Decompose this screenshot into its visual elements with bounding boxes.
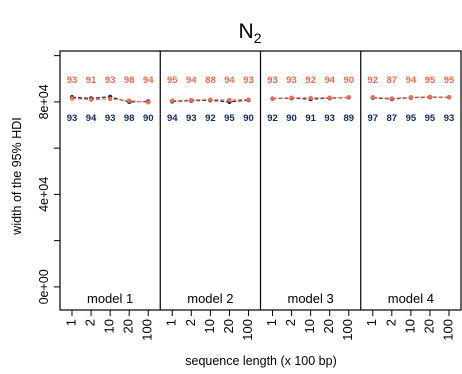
panel-label: model 2 — [187, 291, 233, 306]
series-b-data-label: 93 — [105, 113, 116, 124]
series-b-data-label: 89 — [343, 113, 354, 124]
series-a-point — [408, 95, 414, 100]
panel-label: model 3 — [288, 291, 334, 306]
x-tick-label: 10 — [202, 319, 217, 333]
series-b-data-label: 94 — [167, 113, 178, 124]
series-b-data-label: 92 — [267, 113, 278, 124]
series-a-data-label: 90 — [343, 75, 354, 86]
series-a-data-label: 94 — [143, 75, 154, 86]
x-tick-label: 20 — [121, 319, 136, 333]
series-a-data-label: 93 — [267, 75, 278, 86]
series-b-data-label: 93 — [444, 113, 455, 124]
series-a-point — [346, 95, 351, 100]
series-a-data-label: 92 — [305, 75, 316, 86]
y-tick-label: 0e+00 — [37, 269, 51, 304]
series-b-data-label: 97 — [367, 113, 378, 124]
x-tick-label: 1 — [164, 319, 179, 326]
x-tick-label: 1 — [364, 319, 379, 326]
y-axis-label: width of the 95% HDI — [10, 117, 24, 235]
x-axis-label: sequence length (x 100 bp) — [185, 354, 337, 368]
series-a-point — [69, 96, 75, 101]
x-tick-label: 100 — [440, 319, 455, 341]
series-a-point — [308, 95, 313, 101]
series-a-data-label: 88 — [205, 75, 216, 86]
series-b-data-label: 90 — [143, 113, 154, 124]
x-tick-label: 10 — [302, 319, 317, 333]
y-tick-label: 4e+04 — [37, 177, 51, 212]
series-a-data-label: 95 — [444, 75, 455, 86]
series-a-data-label: 98 — [124, 75, 135, 86]
series-b-data-label: 93 — [67, 113, 78, 124]
x-tick-label: 2 — [383, 319, 398, 326]
series-a-data-label: 94 — [406, 75, 417, 86]
series-a-data-label: 94 — [224, 75, 235, 86]
series-b-data-label: 91 — [305, 113, 316, 124]
x-tick-label: 100 — [340, 319, 355, 341]
panel-label: model 4 — [388, 291, 434, 306]
series-a-point — [427, 94, 433, 99]
series-a-point — [146, 100, 151, 105]
series-a-data-label: 87 — [387, 75, 398, 86]
x-tick-label: 100 — [240, 319, 255, 341]
series-b-data-label: 95 — [406, 113, 417, 124]
x-tick-label: 10 — [402, 319, 417, 333]
series-b-data-label: 94 — [86, 113, 97, 124]
series-b-data-label: 95 — [224, 113, 235, 124]
series-b-data-label: 90 — [243, 113, 254, 124]
series-a-point — [88, 97, 94, 102]
series-a-data-label: 93 — [286, 75, 297, 86]
x-tick-label: 20 — [221, 319, 236, 333]
series-a-point — [107, 96, 113, 102]
series-a-data-label: 94 — [186, 75, 197, 86]
series-a-data-label: 95 — [167, 75, 178, 86]
series-a-point — [126, 98, 132, 103]
series-a-point — [208, 97, 213, 102]
x-tick-label: 1 — [264, 319, 279, 326]
series-a-point — [189, 97, 194, 103]
x-tick-label: 20 — [421, 319, 436, 333]
x-tick-label: 10 — [102, 319, 117, 333]
x-tick-label: 1 — [63, 319, 78, 326]
x-tick-label: 20 — [321, 319, 336, 333]
series-a-data-label: 93 — [67, 75, 78, 86]
series-a-data-label: 94 — [324, 75, 335, 86]
series-a-data-label: 92 — [367, 75, 378, 86]
series-b-data-label: 98 — [124, 113, 135, 124]
series-b-data-label: 93 — [324, 113, 335, 124]
x-tick-label: 2 — [183, 319, 198, 326]
series-a-data-label: 91 — [86, 75, 97, 86]
series-a-point — [389, 96, 395, 101]
y-axis: 0e+00 4e+04 8e+04 — [37, 55, 60, 304]
series-b-data-label: 93 — [186, 113, 197, 124]
series-a-point — [170, 98, 175, 103]
series-b-data-label: 87 — [387, 113, 398, 124]
panel: 1 2 10 20 100 model 3 93 93 92 94 90 92 90 91 93 89 — [259, 51, 355, 341]
series-a-data-label: 95 — [425, 75, 436, 86]
series-b-data-label: 92 — [205, 113, 216, 124]
chart-title: N2 — [239, 20, 262, 46]
series-a-data-label: 93 — [105, 75, 116, 86]
panel-label: model 1 — [87, 291, 133, 306]
series-a-point — [370, 95, 375, 100]
series-a-point — [227, 97, 232, 103]
y-tick-label: 8e+04 — [37, 84, 51, 119]
chart-title-subscript: 2 — [254, 30, 262, 46]
series-a-point — [446, 95, 452, 100]
x-tick-label: 2 — [83, 319, 98, 326]
panel: 1 2 10 20 100 model 1 93 91 93 98 94 93 94 93 98 90 — [63, 75, 154, 341]
series-a-point — [289, 95, 294, 100]
series-b-data-label: 90 — [286, 113, 297, 124]
series-a-point — [246, 97, 251, 102]
panel: 1 2 10 20 100 model 4 92 87 94 95 95 97 87 95 95 93 — [360, 51, 455, 341]
series-a-data-label: 93 — [243, 75, 254, 86]
plot-frame — [59, 50, 462, 311]
x-tick-label: 2 — [283, 319, 298, 326]
series-b-data-label: 95 — [425, 113, 436, 124]
series-a-point — [270, 96, 275, 101]
series-a-point — [327, 95, 332, 100]
x-tick-label: 100 — [140, 319, 155, 341]
panel: 1 2 10 20 100 model 2 95 94 88 94 93 94 93 92 95 90 — [159, 51, 255, 341]
